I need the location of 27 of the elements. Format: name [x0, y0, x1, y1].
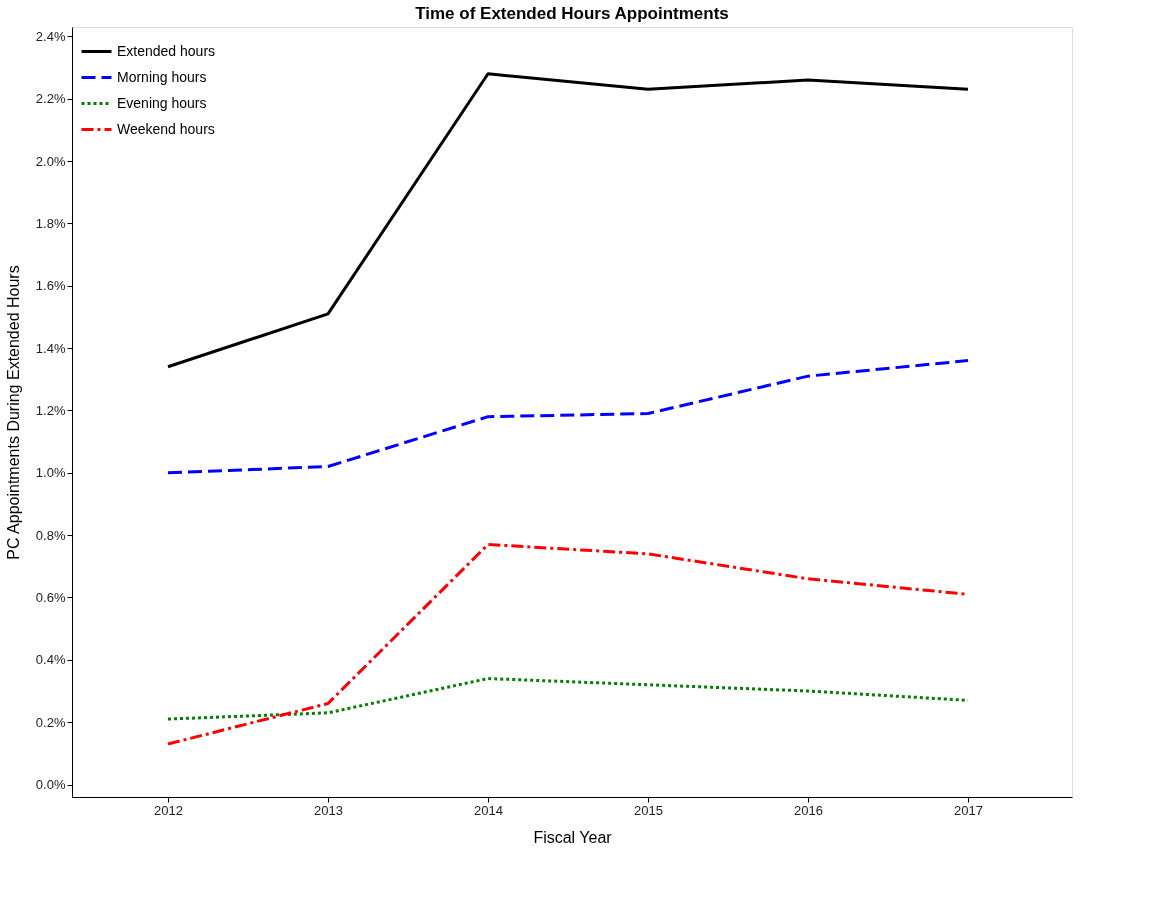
x-tick-label: 2014	[474, 802, 503, 818]
legend-label: Weekend hours	[117, 120, 215, 137]
y-tick-label: 1.2%	[35, 402, 66, 418]
y-tick-label: 0.8%	[35, 527, 66, 543]
y-tick-label: 0.4%	[35, 652, 66, 668]
legend-label: Extended hours	[117, 42, 216, 59]
legend-label: Morning hours	[117, 68, 207, 85]
y-tick-label: 0.0%	[35, 777, 66, 793]
line-series	[166, 359, 970, 475]
y-tick-label: 2.0%	[35, 153, 66, 169]
x-tick-label: 2015	[634, 802, 663, 818]
x-axis-title: Fiscal Year	[533, 828, 613, 846]
y-axis-title: PC Appointments During Extended Hours	[4, 265, 22, 560]
y-tick-label: 0.2%	[35, 714, 66, 730]
x-tick-label: 2012	[154, 802, 183, 818]
legend-label: Evening hours	[117, 94, 207, 111]
chart-title: Time of Extended Hours Appointments	[415, 4, 729, 23]
y-tick-label: 2.2%	[35, 91, 66, 107]
y-tick-label: 0.6%	[35, 589, 66, 605]
y-tick-label: 2.4%	[35, 28, 66, 44]
x-tick-label: 2016	[794, 802, 823, 818]
x-tick-label: 2017	[954, 802, 983, 818]
y-tick-label: 1.4%	[35, 340, 66, 356]
y-tick-label: 1.0%	[35, 465, 66, 481]
y-tick-label: 1.8%	[35, 215, 66, 231]
y-tick-label: 1.6%	[35, 278, 66, 294]
x-tick-label: 2013	[314, 802, 343, 818]
